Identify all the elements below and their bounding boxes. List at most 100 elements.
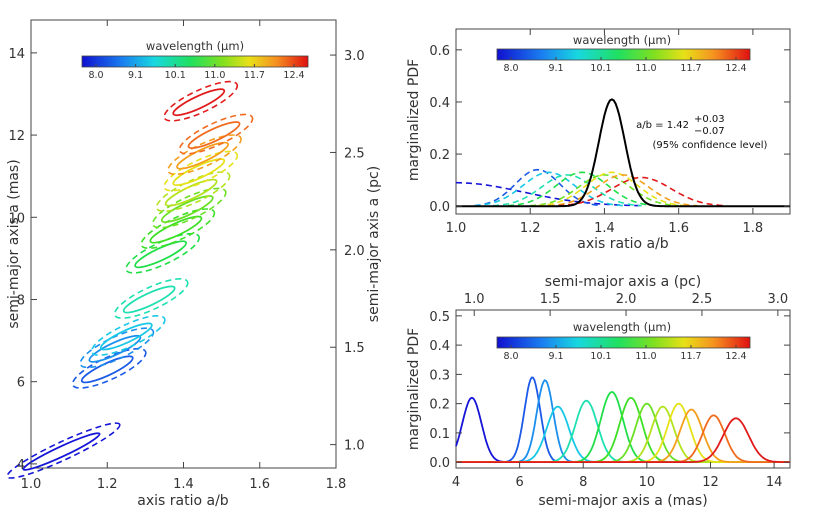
left-ticks: 1.0 1.2 1.4 1.6 1.8 4 6 8 10 12 14 1.0 1.5 2.0 2.5 3.0 xyxy=(8,20,365,492)
br-y-label: marginalized PDF xyxy=(406,328,422,450)
pdf-curve-dashed xyxy=(456,181,640,207)
contour-inner xyxy=(172,158,226,186)
x-tick-label: 1.4 xyxy=(173,477,194,492)
top-right-panel: 1.0 1.2 1.4 1.6 1.8 0.0 0.2 0.4 0.6 wavelength (… xyxy=(406,28,791,252)
y-tick-label: 0.4 xyxy=(429,96,450,111)
tr-colorbar xyxy=(496,48,751,61)
pdf-curve xyxy=(456,391,790,463)
y-tick-label: 0.2 xyxy=(429,148,450,163)
left-y-label: semi-major axis a (mas) xyxy=(6,159,22,328)
pdf-curve xyxy=(455,396,790,463)
contour-outer xyxy=(163,150,239,192)
tr-annotation-minus: −0.07 xyxy=(694,126,725,137)
pdf-curve-dashed xyxy=(507,171,657,207)
contour-outer xyxy=(151,187,227,229)
contour-outer xyxy=(6,422,121,479)
contour-inner xyxy=(134,240,188,269)
contour-inner xyxy=(22,432,101,471)
contour-outer xyxy=(90,315,166,356)
y-tick-label: 12 xyxy=(8,129,25,144)
contour-inner xyxy=(176,141,229,170)
bottom-right-panel: 4 6 8 10 12 14 1.0 1.5 2.0 2.5 3.0 0.0 0.1 0.2 0.3 0.4 0… xyxy=(406,274,791,509)
colorbar-tick-label: 9.1 xyxy=(548,351,563,362)
left-colorbar-ticks: 8.0 9.1 10.1 11.0 11.7 12.4 xyxy=(88,64,305,81)
x-top-tick-label: 3.0 xyxy=(768,292,789,307)
pdf-curve xyxy=(456,396,790,463)
x-tick-label: 1.6 xyxy=(668,221,689,236)
left-x-label: axis ratio a/b xyxy=(137,493,229,509)
colorbar-tick-label: 11.0 xyxy=(635,351,656,362)
colorbar-tick-label: 9.1 xyxy=(548,63,563,74)
x-tick-label: 4 xyxy=(452,475,460,490)
contour-inner xyxy=(149,215,203,244)
x-tick-label: 1.8 xyxy=(326,477,347,492)
tr-annotation-plus: +0.03 xyxy=(694,114,725,125)
x-tick-label: 1.2 xyxy=(520,221,541,236)
left-y-right-label: semi-major axis a (pc) xyxy=(366,166,382,322)
pdf-curve-combined xyxy=(456,98,790,208)
contour-outer xyxy=(178,113,254,155)
contour-outer xyxy=(163,80,239,122)
pdf-curve-dashed xyxy=(474,171,624,207)
contour-inner xyxy=(88,334,142,363)
contour-outer xyxy=(167,134,242,176)
colorbar-tick-label: 11.0 xyxy=(635,63,656,74)
x-top-tick-label: 2.0 xyxy=(616,292,637,307)
colorbar-tick-label: 12.4 xyxy=(283,70,304,81)
tr-annotation-note: (95% confidence level) xyxy=(653,140,768,151)
left-contours xyxy=(6,80,254,479)
tr-curves xyxy=(456,98,790,208)
colorbar-tick-label: 11.7 xyxy=(244,70,265,81)
colorbar-tick-label: 11.7 xyxy=(680,63,701,74)
y-tick-label: 10 xyxy=(8,211,25,226)
x-top-tick-label: 1.0 xyxy=(464,292,485,307)
y-tick-label: 8 xyxy=(17,293,25,308)
contour-inner xyxy=(99,322,153,351)
br-ticks: 4 6 8 10 12 14 1.0 1.5 2.0 2.5 3.0 0.0 0.1 0.2 0.3 0.4 0… xyxy=(429,292,790,490)
pdf-curve-dashed xyxy=(493,174,642,207)
y-tick-label: 14 xyxy=(8,47,25,62)
pdf-curve-dashed xyxy=(530,174,679,207)
colorbar-tick-label: 8.0 xyxy=(503,63,518,74)
y-tick-label: 0.5 xyxy=(429,310,450,325)
y-tick-label: 0.1 xyxy=(429,427,450,442)
contour-outer xyxy=(140,208,216,250)
br-colorbar xyxy=(496,336,751,349)
pdf-curve-dashed xyxy=(474,168,601,207)
y-right-tick-label: 1.5 xyxy=(344,341,365,356)
x-top-tick-label: 1.5 xyxy=(540,292,561,307)
contour-outer xyxy=(79,327,155,369)
x-tick-label: 1.4 xyxy=(594,221,615,236)
contour-inner xyxy=(160,195,214,223)
tr-colorbar-ticks: 8.0 9.1 10.1 11.0 11.7 12.4 xyxy=(503,57,747,74)
colorbar-tick-label: 11.7 xyxy=(680,351,701,362)
pdf-curve-dashed xyxy=(537,171,687,207)
tr-annotation-main: a/b = 1.42 xyxy=(636,120,689,131)
x-tick-label: 1.8 xyxy=(743,221,764,236)
contour-outer xyxy=(155,171,231,213)
x-tick-label: 12 xyxy=(702,475,719,490)
colorbar-tick-label: 8.0 xyxy=(503,351,518,362)
tr-x-label: axis ratio a/b xyxy=(577,236,669,252)
left-colorbar xyxy=(81,55,309,68)
contour-inner xyxy=(172,88,226,117)
br-curves xyxy=(455,376,790,463)
colorbar-tick-label: 11.0 xyxy=(204,70,225,81)
tr-colorbar-title: wavelength (μm) xyxy=(573,33,671,47)
y-tick-label: 0.0 xyxy=(429,456,450,471)
y-tick-label: 0.3 xyxy=(429,368,450,383)
left-colorbar-title: wavelength (μm) xyxy=(146,39,244,53)
y-tick-label: 6 xyxy=(17,376,25,391)
colorbar-tick-label: 12.4 xyxy=(725,63,746,74)
br-colorbar-ticks: 8.0 9.1 10.1 11.0 11.7 12.4 xyxy=(503,345,747,362)
colorbar-tick-label: 10.1 xyxy=(590,63,611,74)
y-tick-label: 0.6 xyxy=(429,44,450,59)
colorbar-tick-label: 10.1 xyxy=(165,70,186,81)
contour-inner xyxy=(187,121,241,150)
x-tick-label: 1.6 xyxy=(249,477,270,492)
x-tick-label: 1.0 xyxy=(446,221,467,236)
colorbar-tick-label: 9.1 xyxy=(128,70,143,81)
contour-inner xyxy=(122,285,176,314)
y-right-tick-label: 1.0 xyxy=(344,439,365,454)
